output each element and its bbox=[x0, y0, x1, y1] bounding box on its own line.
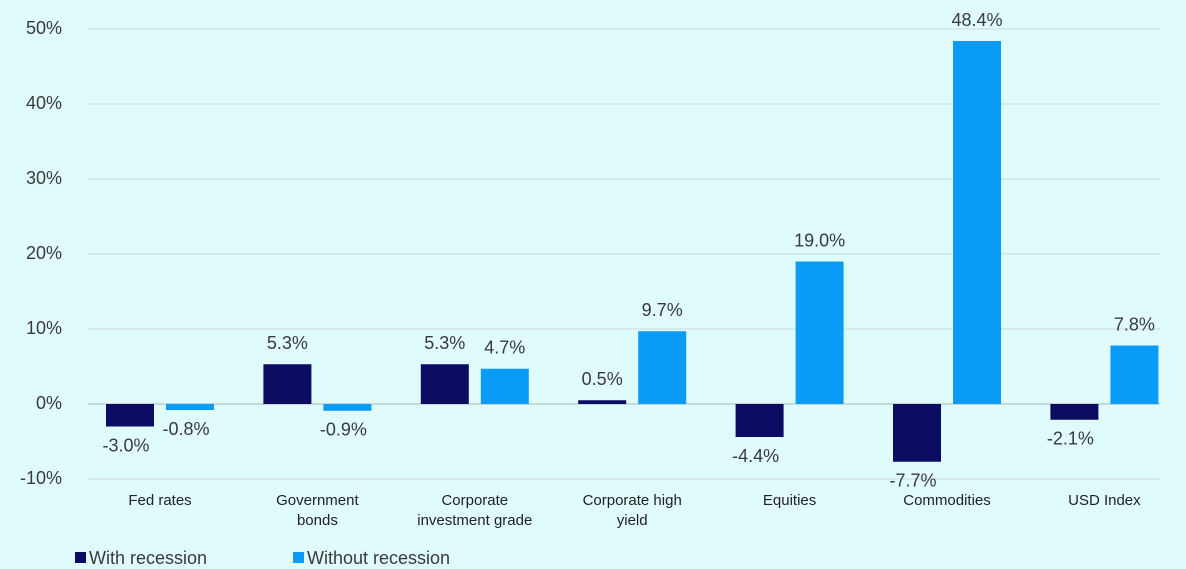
data-label: -7.7% bbox=[889, 471, 936, 491]
data-label: -4.4% bbox=[732, 446, 779, 466]
legend-label: With recession bbox=[89, 548, 207, 568]
data-label: 4.7% bbox=[484, 338, 525, 358]
bar bbox=[166, 404, 214, 410]
y-tick-label: -10% bbox=[20, 468, 62, 488]
bar bbox=[106, 404, 154, 427]
bar bbox=[1110, 345, 1159, 404]
y-tick-label: 50% bbox=[26, 18, 62, 38]
y-tick-label: 40% bbox=[26, 93, 62, 113]
x-tick-label: Commodities bbox=[903, 492, 991, 509]
bar bbox=[638, 331, 687, 404]
x-tick-label: Government bonds bbox=[276, 492, 359, 529]
bar bbox=[795, 261, 844, 404]
data-label: 19.0% bbox=[794, 230, 845, 250]
bar bbox=[578, 400, 627, 404]
x-tick-label: Fed rates bbox=[128, 492, 192, 509]
bar bbox=[893, 404, 941, 462]
bar bbox=[323, 404, 372, 411]
data-label: -2.1% bbox=[1047, 429, 1094, 449]
y-tick-label: 30% bbox=[26, 168, 62, 188]
data-label: -0.8% bbox=[162, 419, 209, 439]
data-label: 7.8% bbox=[1114, 314, 1155, 334]
x-tick-label: Equities bbox=[762, 492, 817, 509]
legend-swatch bbox=[75, 552, 86, 563]
data-label: 5.3% bbox=[424, 333, 465, 353]
data-label: -3.0% bbox=[102, 435, 149, 455]
x-tick-label: Corporate investment grade bbox=[417, 492, 533, 529]
bar bbox=[263, 364, 312, 404]
bar bbox=[735, 404, 784, 437]
x-tick-label: USD Index bbox=[1068, 492, 1141, 509]
bar bbox=[420, 364, 469, 404]
data-label: 0.5% bbox=[582, 369, 623, 389]
y-tick-label: 10% bbox=[26, 318, 62, 338]
y-tick-label: 20% bbox=[26, 243, 62, 263]
bar bbox=[953, 41, 1001, 404]
y-tick-label: 0% bbox=[36, 393, 62, 413]
data-label: 9.7% bbox=[642, 300, 683, 320]
legend-label: Without recession bbox=[307, 548, 450, 568]
bar bbox=[1050, 404, 1099, 420]
data-label: 48.4% bbox=[951, 10, 1002, 30]
x-tick-label: Corporate high yield bbox=[582, 492, 682, 529]
bar bbox=[480, 368, 529, 404]
legend-swatch bbox=[293, 552, 304, 563]
data-label: 5.3% bbox=[267, 333, 308, 353]
data-label: -0.9% bbox=[320, 420, 367, 440]
